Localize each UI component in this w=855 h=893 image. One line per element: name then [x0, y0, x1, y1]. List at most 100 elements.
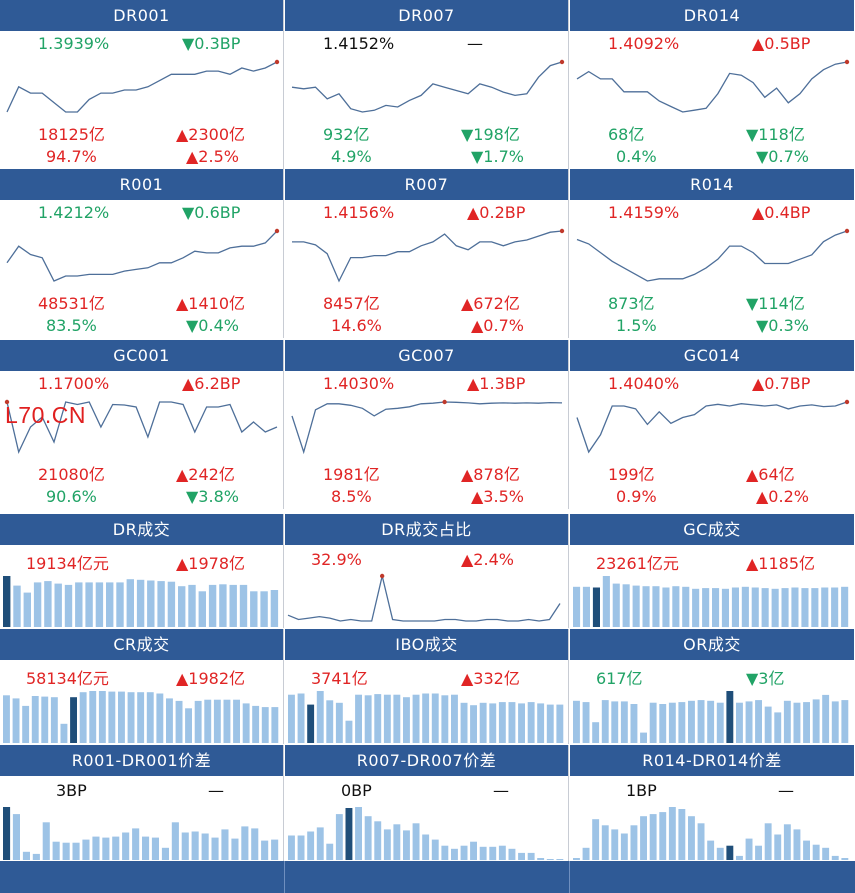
r014-series-line: [576, 230, 848, 282]
ibo-bar-8: [364, 695, 372, 743]
volume-value: 21080亿: [38, 465, 105, 484]
ibo-bar-22: [498, 702, 506, 743]
gc-bar-5: [622, 584, 630, 627]
panel-r001: R001 1.4212% ▼0.6BP 48531亿 ▲1410亿 83.5% ▼0.4%: [0, 169, 284, 338]
watermark: L70.CN: [5, 402, 86, 428]
r001-dr001-bar-17: [171, 822, 179, 860]
or-bar-4: [611, 701, 619, 743]
ibo-bar-23: [508, 702, 516, 743]
ibo-bar-15: [431, 693, 439, 743]
volume-value: 8457亿: [323, 294, 380, 313]
gc-bar-11: [682, 586, 690, 627]
dr014-peak-point: [844, 59, 850, 65]
r007-dr007-bar-14: [422, 834, 430, 860]
cr-bar-3: [31, 696, 39, 743]
gc014-peak-point: [844, 399, 850, 405]
ibo-bar-0: [288, 694, 295, 743]
panel-title: CR成交: [0, 629, 283, 660]
gc007-sparkline: [291, 399, 563, 455]
r007-dr007-bar-18: [460, 845, 468, 860]
gc-bar-8: [652, 586, 660, 627]
volume-change: ▼198亿: [461, 125, 520, 144]
footer-bar: [0, 861, 855, 893]
ibo-bar-25: [527, 702, 535, 743]
panel-dr007: DR007 1.4152% — 932亿 ▼198亿 4.9% ▼1.7%: [285, 0, 569, 169]
ibo-bar-11: [393, 694, 401, 743]
volume-change: ▲242亿: [176, 465, 235, 484]
dr-bar-10: [106, 582, 114, 627]
share-change: ▲3.5%: [471, 487, 524, 506]
r014-dr014-bar-8: [649, 814, 657, 860]
share-value: 4.9%: [331, 147, 372, 166]
gc007-series-line: [291, 401, 563, 455]
panel-dr: DR成交占比 32.9% ▲2.4%: [285, 514, 569, 628]
dr-bar-8: [85, 582, 93, 627]
ibo-chart: [288, 691, 564, 743]
ibo-bar-7: [355, 694, 362, 743]
r014-dr014-bar-26: [822, 847, 830, 860]
dr-peak-point: [379, 573, 385, 579]
ibo-bar-24: [518, 703, 525, 743]
or-bar-21: [774, 712, 782, 743]
r014-dr014-bar-16: [726, 845, 734, 860]
r001-dr001-bar-3: [32, 853, 40, 860]
r007-dr007-bar-12: [403, 830, 410, 860]
gc-bar-19: [761, 588, 769, 627]
share-value: 83.5%: [46, 316, 97, 335]
dr014-series-line: [576, 61, 848, 113]
cr-bar-28: [271, 707, 279, 743]
r007-dr007-bar-26: [537, 858, 545, 860]
gc001-series-line: [6, 401, 278, 454]
dr-bar-13: [136, 579, 145, 627]
r014-peak-point: [844, 228, 850, 234]
cr-bar-9: [89, 691, 97, 743]
r001-dr001-bar-23: [231, 838, 239, 860]
dr001-series-line: [6, 61, 278, 113]
volume-change: ▲672亿: [461, 294, 520, 313]
or-bar-23: [793, 702, 801, 743]
panel-gc007: GC007 1.4030% ▲1.3BP 1981亿 ▲878亿 8.5% ▲3.5%: [285, 340, 569, 509]
rate-change: ▲6.2BP: [182, 374, 241, 393]
r001-dr001-bar-10: [102, 837, 110, 860]
rate-value: 1.4152%: [323, 34, 395, 53]
share-value: 14.6%: [331, 316, 382, 335]
panel-ibo: IBO成交 3741亿 ▲332亿: [285, 629, 569, 744]
r001-dr001-bar-19: [191, 831, 199, 860]
panel-title: DR成交: [0, 514, 283, 545]
value: 58134亿元: [26, 669, 109, 688]
panel-gc014: GC014 1.4040% ▲0.7BP 199亿 ▲64亿 0.9% ▲0.2%: [570, 340, 854, 509]
r014-dr014-bar-13: [697, 823, 705, 860]
dr007-sparkline: [291, 59, 565, 113]
panel-title: R001-DR001价差: [0, 745, 283, 776]
r001-dr001-chart: [3, 807, 279, 860]
cr-bar-18: [175, 700, 183, 743]
volume-change: ▲878亿: [461, 465, 520, 484]
volume-value: 18125亿: [38, 125, 105, 144]
gc-bar-3: [602, 576, 610, 627]
panel-title: GC007: [285, 340, 568, 371]
ibo-bar-26: [537, 703, 545, 743]
r001-dr001-bar-27: [271, 839, 279, 860]
dr-bar-22: [229, 584, 237, 627]
r007-peak-point: [559, 228, 565, 234]
r001-dr001-bar-2: [22, 851, 30, 860]
ibo-bar-3: [316, 691, 324, 743]
r001-dr001-bar-4: [42, 822, 50, 860]
dr-bar-19: [198, 591, 206, 627]
panel-title: GC001: [0, 340, 283, 371]
share-value: 8.5%: [331, 487, 372, 506]
gc-chart: [573, 576, 849, 628]
share-change: ▼1.7%: [471, 147, 524, 166]
r007-dr007-bar-16: [441, 845, 449, 860]
panel-dr: DR成交 19134亿元 ▲1978亿: [0, 514, 284, 628]
gc001-peak-point: [4, 399, 10, 405]
r001-dr001-bar-13: [132, 828, 140, 860]
dr-bar-20: [208, 584, 217, 627]
cr-bar-7: [70, 697, 77, 743]
panel-r014: R014 1.4159% ▲0.4BP 873亿 ▼114亿 1.5% ▼0.3%: [570, 169, 854, 338]
r014-dr014-bar-4: [611, 829, 619, 860]
r001-dr001-bar-0: [3, 807, 11, 860]
or-chart: [573, 691, 849, 744]
cr-bar-13: [127, 692, 135, 743]
or-bar-16: [726, 691, 734, 743]
